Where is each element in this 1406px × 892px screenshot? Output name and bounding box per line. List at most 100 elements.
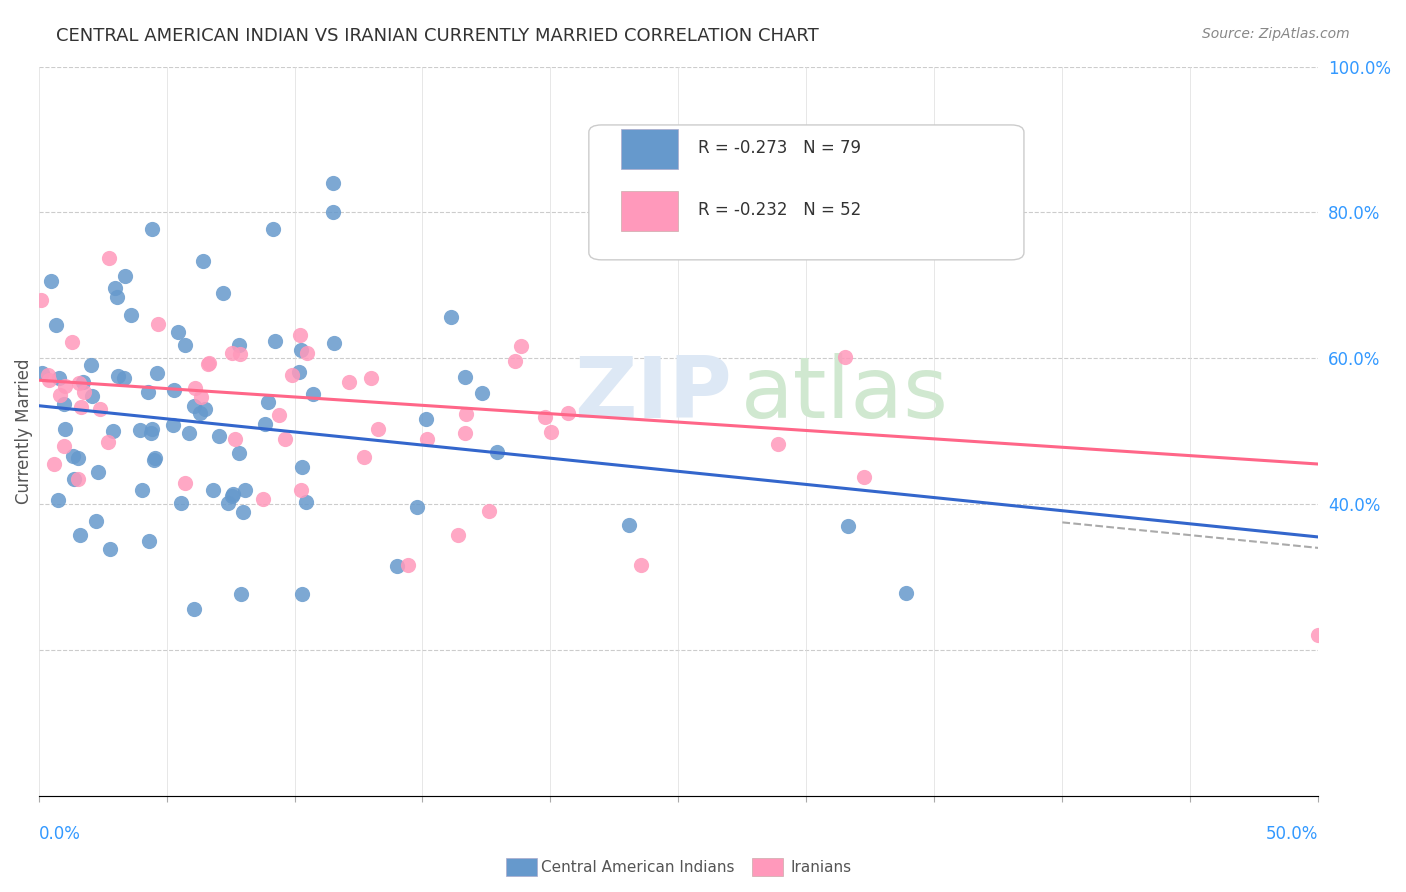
Point xyxy=(291,587,314,601)
Point xyxy=(170,496,193,510)
Point xyxy=(30,293,52,307)
Point xyxy=(1308,628,1330,642)
Point xyxy=(53,378,76,392)
Point xyxy=(267,408,290,422)
Point xyxy=(162,418,184,433)
Point xyxy=(619,517,641,532)
Text: 50.0%: 50.0% xyxy=(1265,825,1319,843)
Point xyxy=(415,411,437,425)
Point xyxy=(45,318,67,333)
Point xyxy=(510,338,533,352)
Point xyxy=(198,356,221,370)
Point xyxy=(222,487,245,501)
Text: ZIP: ZIP xyxy=(574,353,731,436)
Point xyxy=(143,453,166,467)
Point xyxy=(416,432,439,446)
Point xyxy=(264,334,287,349)
Point xyxy=(540,425,562,439)
Point xyxy=(221,346,243,360)
Point xyxy=(557,406,579,420)
Point xyxy=(322,176,344,190)
Point xyxy=(38,373,60,387)
Point xyxy=(834,350,856,364)
Point xyxy=(131,483,153,497)
Point xyxy=(295,495,318,509)
Point xyxy=(290,328,312,343)
Point xyxy=(1358,534,1381,549)
Text: Central American Indians: Central American Indians xyxy=(541,860,735,874)
Text: 0.0%: 0.0% xyxy=(38,825,80,843)
Point xyxy=(37,368,59,382)
Point xyxy=(221,489,243,503)
Point xyxy=(290,343,312,358)
Point xyxy=(173,338,195,352)
Point xyxy=(105,290,128,304)
Point xyxy=(52,439,75,453)
Point xyxy=(62,450,84,464)
Point xyxy=(72,375,94,389)
Point xyxy=(322,205,344,219)
Point xyxy=(42,458,65,472)
Point xyxy=(163,383,186,397)
Point xyxy=(224,432,246,446)
Point xyxy=(183,602,205,616)
Point xyxy=(98,541,121,556)
Point xyxy=(197,357,219,371)
Point xyxy=(191,254,214,268)
Point xyxy=(183,399,205,413)
Text: Source: ZipAtlas.com: Source: ZipAtlas.com xyxy=(1202,27,1350,41)
Point xyxy=(190,390,212,404)
Point xyxy=(188,406,211,420)
Point xyxy=(89,402,111,417)
Point xyxy=(145,366,167,380)
Point xyxy=(84,514,107,528)
Point xyxy=(485,445,508,459)
Point xyxy=(503,354,526,368)
Point xyxy=(184,381,207,395)
Point xyxy=(896,586,918,600)
Point xyxy=(274,432,297,446)
Point xyxy=(114,268,136,283)
Point xyxy=(53,422,76,436)
Point xyxy=(107,368,129,383)
Point xyxy=(478,504,501,518)
Text: Iranians: Iranians xyxy=(790,860,851,874)
Text: CENTRAL AMERICAN INDIAN VS IRANIAN CURRENTLY MARRIED CORRELATION CHART: CENTRAL AMERICAN INDIAN VS IRANIAN CURRE… xyxy=(56,27,818,45)
Point xyxy=(295,346,318,360)
Point xyxy=(252,491,274,506)
Point xyxy=(63,472,86,486)
Point xyxy=(534,409,557,424)
Point xyxy=(837,518,859,533)
Point xyxy=(31,367,53,381)
Point xyxy=(129,423,152,437)
Point xyxy=(630,558,652,572)
Bar xyxy=(621,191,679,231)
Text: R = -0.232   N = 52: R = -0.232 N = 52 xyxy=(697,202,860,219)
Point xyxy=(447,528,470,542)
Point xyxy=(454,370,477,384)
Point xyxy=(212,285,235,300)
Point xyxy=(60,334,83,349)
Point xyxy=(73,384,96,399)
Point xyxy=(228,338,250,352)
Point xyxy=(52,397,75,411)
Point xyxy=(233,483,256,498)
Point xyxy=(323,335,346,350)
Point xyxy=(385,559,408,574)
Point xyxy=(104,281,127,295)
Point xyxy=(301,386,323,401)
Point xyxy=(766,437,789,451)
Point xyxy=(67,451,90,466)
Point xyxy=(439,310,461,324)
Point xyxy=(290,483,312,498)
Point xyxy=(136,385,159,400)
Point xyxy=(97,435,120,450)
Point xyxy=(254,417,277,431)
Point xyxy=(98,251,121,265)
Point xyxy=(396,558,419,572)
FancyBboxPatch shape xyxy=(589,125,1024,260)
Point xyxy=(80,389,103,403)
Point xyxy=(353,450,375,464)
Text: R = -0.273   N = 79: R = -0.273 N = 79 xyxy=(697,139,860,157)
Point xyxy=(69,528,91,542)
